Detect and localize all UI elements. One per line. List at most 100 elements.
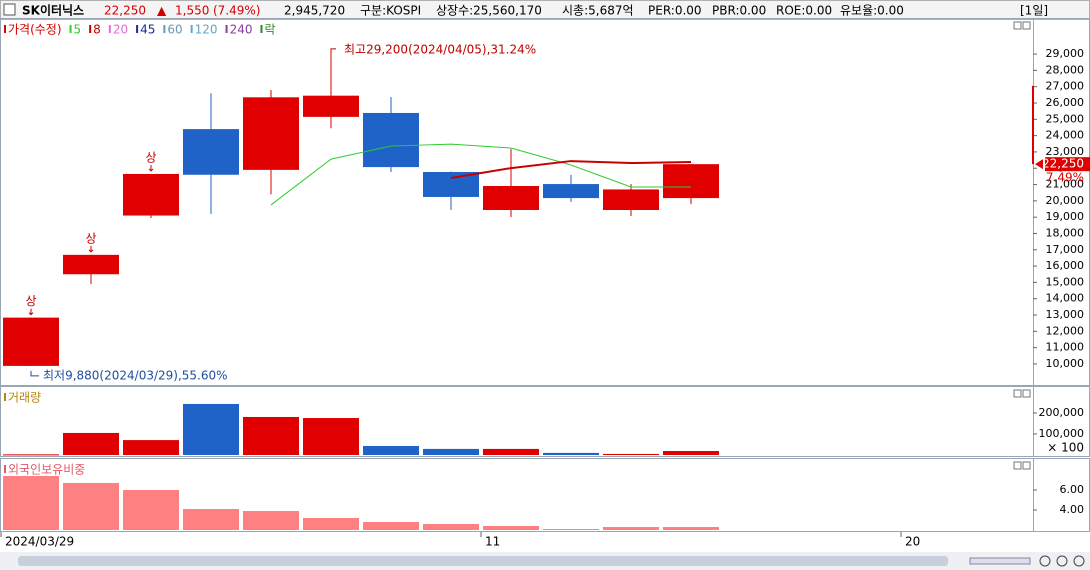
- shares: 상장수:25,560,170: [436, 4, 542, 18]
- legend-swatch: [225, 25, 228, 33]
- legend-label: 거래량: [8, 391, 41, 405]
- panel-button: [1013, 21, 1022, 30]
- ma-line: [450, 160, 692, 180]
- panel-button: [1022, 461, 1031, 470]
- bar: [123, 440, 179, 455]
- x-tick-label: 20: [905, 535, 920, 549]
- ma-line: [270, 143, 691, 206]
- price: 22,250: [104, 4, 146, 18]
- price-tag-label: 22,250: [1042, 157, 1084, 171]
- candle-body: [423, 171, 479, 197]
- legend-swatch: [4, 465, 6, 473]
- limit-arrow: [88, 245, 94, 253]
- bar: [603, 453, 659, 455]
- limit-label: 상: [85, 231, 96, 245]
- candle-body: [363, 112, 419, 168]
- market-cap: 시총:5,687억: [562, 4, 634, 18]
- legend-swatch: [163, 25, 166, 33]
- bar: [183, 403, 239, 455]
- bar: [303, 418, 359, 455]
- zoom-reset[interactable]: [1073, 555, 1085, 567]
- zoom-slider[interactable]: [969, 557, 1031, 565]
- bar: [363, 522, 419, 530]
- legend: 가격(수정) 5 8 20 45 60 120 240 락: [4, 23, 276, 37]
- y-tick-label: 10,000: [1046, 357, 1085, 370]
- legend-swatch: [4, 25, 6, 33]
- zoom-out[interactable]: [1039, 555, 1051, 567]
- y-tick-label: 15,000: [1046, 275, 1085, 288]
- candle-body: [663, 164, 719, 199]
- bar: [603, 527, 659, 530]
- y-tick-label: 16,000: [1046, 259, 1085, 272]
- roe: ROE:0.00: [776, 4, 832, 18]
- legend-swatch: [136, 25, 139, 33]
- low-arrow: [30, 370, 39, 377]
- legend-swatch: [108, 25, 111, 33]
- bar: [63, 483, 119, 530]
- candle-body: [123, 173, 179, 216]
- stock-name: SK이터닉스: [22, 3, 84, 18]
- bar: [423, 448, 479, 455]
- bar: [423, 524, 479, 530]
- y-tick-label: 17,000: [1046, 243, 1085, 256]
- panel-button: [1022, 21, 1031, 30]
- legend: 외국인보유비중: [4, 463, 85, 477]
- legend-swatch: [260, 25, 263, 33]
- volume: 2,945,720: [284, 4, 345, 18]
- y-axis: 4.00 6.00: [1033, 483, 1084, 516]
- change-tag-label: 7.49%: [1046, 171, 1084, 185]
- bar: [3, 454, 59, 456]
- y-tick-label: 14,000: [1046, 292, 1085, 305]
- checkbox[interactable]: [3, 3, 16, 16]
- y-tick-label: 200,000: [1039, 406, 1085, 419]
- zoom-in[interactable]: [1056, 555, 1068, 567]
- y-tick-label: 6.00: [1060, 483, 1085, 496]
- legend-label: 외국인보유비중: [8, 463, 85, 477]
- bar: [483, 526, 539, 530]
- bar: [483, 448, 539, 455]
- y-tick-label: 21,000: [1046, 178, 1085, 191]
- candle-body: [303, 95, 359, 117]
- candle-body: [63, 254, 119, 275]
- panel-button: [1013, 461, 1022, 470]
- legend-swatch: [69, 25, 72, 33]
- price-tag: [1045, 157, 1090, 172]
- legend-label: 8: [93, 23, 101, 37]
- bar: [183, 509, 239, 530]
- legend-label: 60: [167, 23, 182, 37]
- bar: [303, 518, 359, 530]
- pbr: PBR:0.00: [712, 4, 766, 18]
- legend-label: 5: [74, 23, 82, 37]
- candle-body: [543, 184, 599, 199]
- bar: [543, 529, 599, 530]
- y-tick-label: 29,000: [1046, 47, 1085, 60]
- y-tick-label: 12,000: [1046, 324, 1085, 337]
- candle-body: [603, 189, 659, 210]
- per: PER:0.00: [648, 4, 702, 18]
- low-annotation: 최저9,880(2024/03/29),55.60%: [43, 368, 228, 382]
- reserve: 유보율:0.00: [840, 4, 904, 18]
- arrow: ▲: [157, 4, 167, 18]
- y-tick-label: 23,000: [1046, 145, 1085, 158]
- header: SK이터닉스 22,250 ▲ 1,550 (7.49%) 2,945,720 …: [22, 3, 1048, 18]
- y-tick-label: 13,000: [1046, 308, 1085, 321]
- period[interactable]: [1일]: [1020, 4, 1048, 18]
- scroll-thumb[interactable]: [18, 556, 948, 566]
- legend-label: 45: [140, 23, 155, 37]
- y-tick-label: 28,000: [1046, 63, 1085, 76]
- bar: [543, 452, 599, 455]
- panel-button: [1022, 389, 1031, 398]
- change-pct: (7.49%): [213, 4, 260, 18]
- bar: [63, 432, 119, 455]
- unit-label: × 100: [1047, 441, 1084, 455]
- candle-body: [183, 129, 239, 175]
- y-tick-label: 18,000: [1046, 226, 1085, 239]
- limit-label: 상: [25, 294, 36, 308]
- legend-label: 20: [113, 23, 128, 37]
- bar: [123, 490, 179, 530]
- y-tick-label: 11,000: [1046, 341, 1085, 354]
- y-tick-label: 100,000: [1039, 427, 1085, 440]
- x-tick-label: 11: [485, 535, 500, 549]
- market: 구분:KOSPI: [360, 4, 421, 18]
